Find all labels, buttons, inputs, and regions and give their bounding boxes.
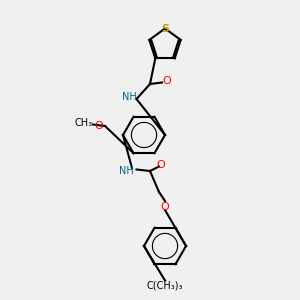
Text: O: O [162, 76, 171, 86]
Text: S: S [161, 23, 169, 34]
Text: C(CH₃)₃: C(CH₃)₃ [147, 280, 183, 290]
Text: NH: NH [118, 166, 134, 176]
Text: CH₃: CH₃ [75, 118, 93, 128]
Text: NH: NH [122, 92, 136, 103]
Text: O: O [156, 160, 165, 170]
Text: O: O [160, 202, 169, 212]
Text: O: O [94, 121, 103, 131]
